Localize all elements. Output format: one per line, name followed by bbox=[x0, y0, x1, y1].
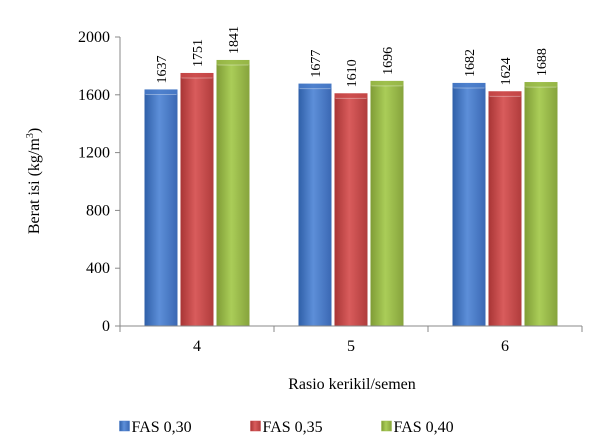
x-axis-title: Rasio kerikil/semen bbox=[288, 376, 416, 393]
data-label: 1637 bbox=[155, 55, 170, 83]
y-axis-ticks: 0 400 800 1200 1600 2000 bbox=[78, 29, 120, 335]
x-tick-label: 5 bbox=[347, 338, 355, 355]
legend-label: FAS 0,35 bbox=[263, 419, 323, 436]
bar bbox=[298, 83, 332, 327]
y-tick-label: 1200 bbox=[78, 145, 110, 162]
bar bbox=[488, 91, 522, 326]
bar bbox=[144, 89, 178, 327]
bar-cap bbox=[452, 82, 486, 88]
bar bbox=[180, 72, 214, 326]
bar-body bbox=[334, 93, 368, 326]
y-tick-label: 0 bbox=[102, 318, 110, 335]
data-labels: 1637 1751 1841 1677 1610 1696 1682 1624 1688 bbox=[155, 26, 550, 87]
legend-swatch bbox=[119, 420, 130, 432]
bar-cap bbox=[298, 83, 332, 89]
data-label: 1841 bbox=[227, 26, 242, 54]
legend-item: FAS 0,40 bbox=[381, 419, 454, 436]
data-label: 1688 bbox=[535, 48, 550, 76]
data-label: 1751 bbox=[191, 39, 206, 67]
legend-label: FAS 0,30 bbox=[132, 419, 192, 436]
data-label: 1677 bbox=[309, 50, 324, 78]
legend-item: FAS 0,30 bbox=[119, 419, 192, 436]
bar bbox=[370, 80, 404, 326]
data-label: 1610 bbox=[345, 59, 360, 87]
data-label: 1696 bbox=[381, 47, 396, 75]
bar-cap bbox=[216, 59, 250, 65]
y-tick-label: 800 bbox=[86, 202, 110, 219]
bars bbox=[144, 59, 558, 327]
bar-cap bbox=[334, 93, 368, 99]
legend-label: FAS 0,40 bbox=[394, 419, 454, 436]
bar bbox=[452, 82, 486, 327]
bar bbox=[216, 59, 250, 327]
bar bbox=[334, 93, 368, 326]
x-tick-label: 4 bbox=[193, 338, 201, 355]
bar-body bbox=[144, 89, 178, 327]
bar-cap bbox=[144, 89, 178, 95]
data-label: 1624 bbox=[499, 57, 514, 85]
bar-body bbox=[452, 82, 486, 327]
y-tick-label: 2000 bbox=[78, 29, 110, 46]
y-tick-label: 1600 bbox=[78, 87, 110, 104]
y-axis-title: Berat isi (kg/m3) bbox=[25, 128, 43, 234]
y-axis-title-sup: 3 bbox=[25, 133, 36, 138]
bar-body bbox=[370, 80, 404, 326]
legend-swatch bbox=[250, 420, 261, 432]
bar-body bbox=[216, 59, 250, 327]
x-axis-ticks: 4 5 6 bbox=[119, 326, 583, 355]
bar-body bbox=[524, 82, 558, 326]
legend-item: FAS 0,35 bbox=[250, 419, 323, 436]
legend: FAS 0,30 FAS 0,35 FAS 0,40 bbox=[119, 419, 454, 436]
bar-body bbox=[298, 83, 332, 327]
legend-swatch bbox=[381, 420, 392, 432]
bar-body bbox=[180, 72, 214, 326]
bar bbox=[524, 82, 558, 326]
bar-cap bbox=[180, 72, 214, 78]
y-tick-label: 400 bbox=[86, 260, 110, 277]
data-label: 1682 bbox=[463, 49, 478, 77]
x-tick-label: 6 bbox=[501, 338, 509, 355]
bar-cap bbox=[488, 91, 522, 97]
bar-body bbox=[488, 91, 522, 326]
bar-cap bbox=[370, 80, 404, 86]
y-axis-title-tail: ) bbox=[26, 128, 43, 133]
bar-cap bbox=[524, 82, 558, 88]
